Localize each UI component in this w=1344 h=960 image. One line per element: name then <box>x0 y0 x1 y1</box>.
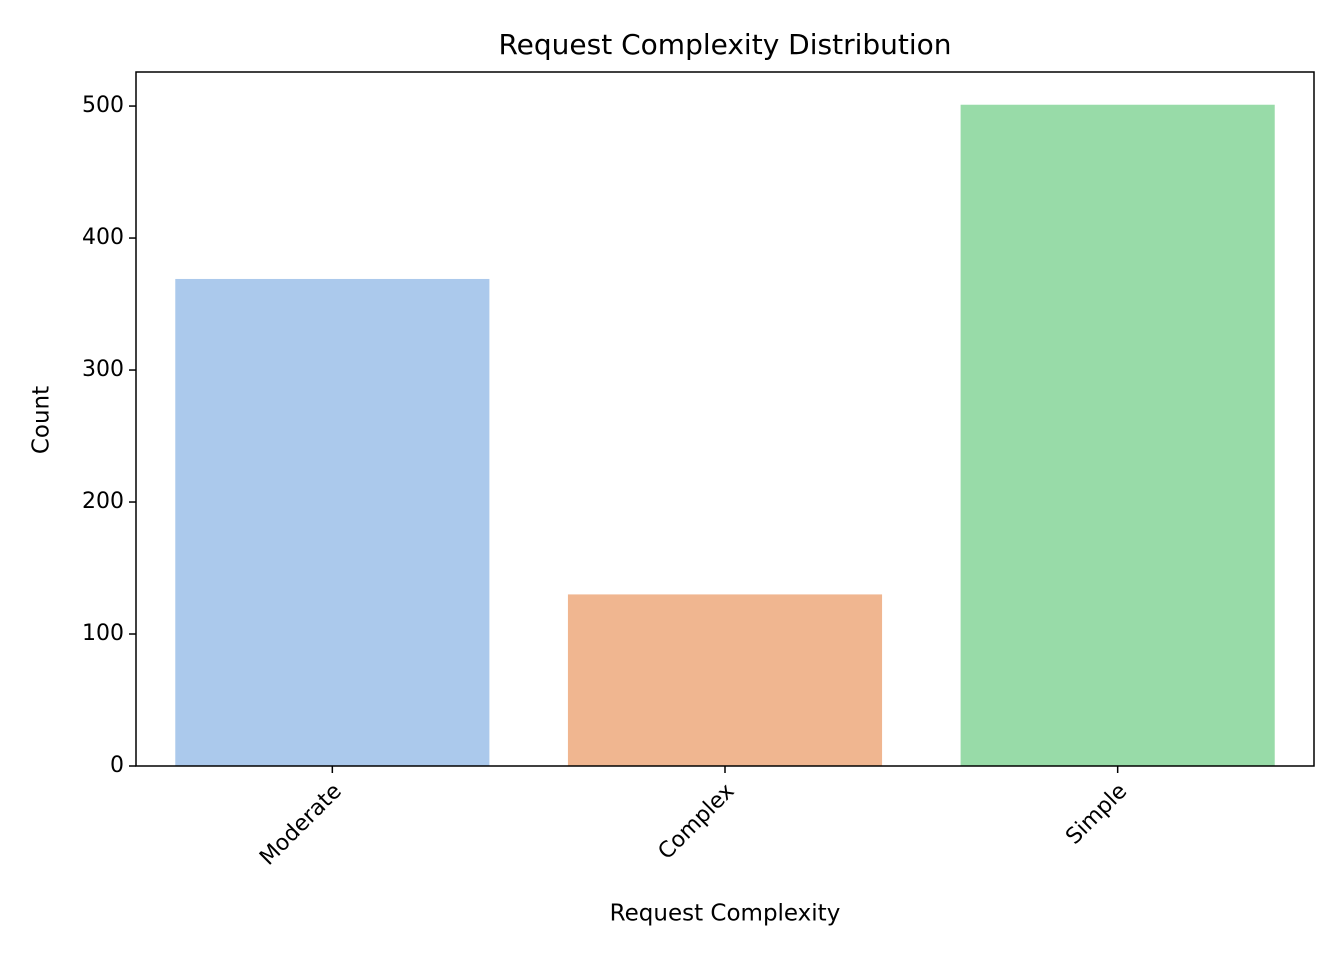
bar <box>960 104 1275 767</box>
y-tick-label: 400 <box>82 225 124 250</box>
bar <box>175 278 490 766</box>
x-tick-label: Moderate <box>255 779 347 871</box>
bar <box>567 594 883 766</box>
y-tick-label: 200 <box>82 489 124 514</box>
y-tick-label: 100 <box>82 621 124 646</box>
x-tick-label: Complex <box>654 779 740 865</box>
plot-frame <box>135 71 1315 767</box>
x-axis-label: Request Complexity <box>610 901 841 927</box>
x-tick-label: Simple <box>1061 779 1132 850</box>
y-tick-label: 500 <box>82 93 124 118</box>
chart-title: Request Complexity Distribution <box>498 28 951 61</box>
y-axis-label: Count <box>29 386 55 454</box>
y-tick-label: 300 <box>82 357 124 382</box>
y-tick-label: 0 <box>110 753 124 778</box>
